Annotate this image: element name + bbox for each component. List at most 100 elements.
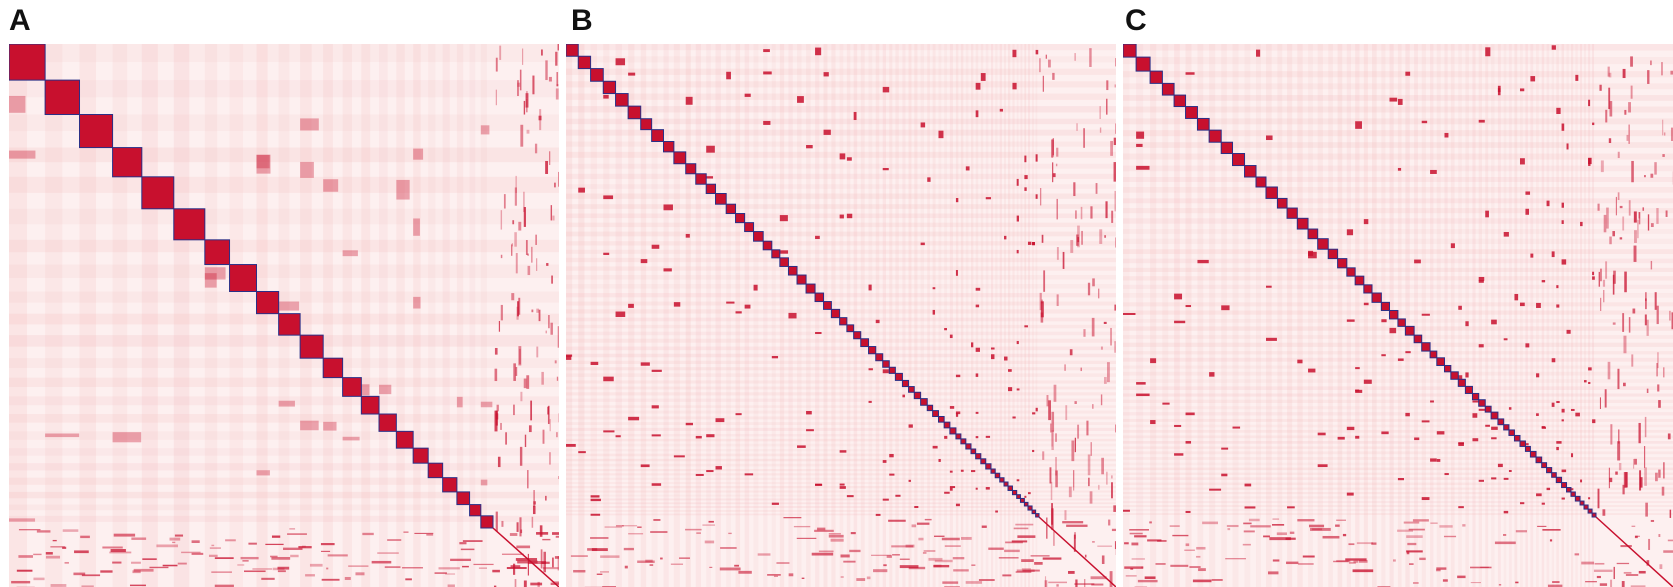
contact-spot: [1308, 368, 1316, 373]
contact-spot: [868, 284, 872, 291]
chromosome-block: [1265, 186, 1278, 199]
contact-spot: [980, 73, 986, 81]
contact-spot: [1032, 449, 1035, 453]
contact-spot: [628, 416, 640, 421]
contact-spot: [1436, 458, 1441, 462]
chromosome-block: [1450, 371, 1459, 380]
contact-spot: [1221, 473, 1228, 477]
contact-spot: [990, 347, 995, 350]
chromosome-block: [412, 447, 429, 464]
chromosome-block: [1244, 165, 1257, 178]
contact-spot: [1012, 416, 1016, 419]
contact-spot: [955, 412, 959, 417]
chromosome-block: [1031, 509, 1037, 515]
chromosome-block: [1011, 489, 1018, 496]
contact-spot: [1561, 220, 1564, 224]
contact-spot: [1556, 304, 1560, 308]
contact-spot: [603, 252, 610, 255]
contact-spot: [603, 376, 614, 382]
contact-spot: [1541, 426, 1546, 429]
contact-spot: [975, 287, 981, 291]
contact-spot: [806, 145, 813, 149]
contact-spot: [590, 361, 599, 366]
contact-spot: [256, 154, 271, 174]
contact-spot: [603, 195, 614, 200]
contact-spot: [9, 95, 26, 113]
chromosome-block: [744, 222, 755, 233]
contact-spot: [640, 259, 648, 264]
contact-spot: [1556, 285, 1559, 289]
contact-spot: [1016, 388, 1020, 391]
chromosome-block: [932, 410, 939, 417]
chromosome-block: [814, 292, 825, 303]
contact-spot: [1150, 420, 1156, 425]
contact-spot: [753, 284, 758, 291]
chromosome-block: [1307, 228, 1319, 240]
contact-spot: [578, 451, 586, 454]
contact-spot: [1551, 45, 1556, 50]
contact-spot: [628, 303, 634, 308]
contact-spot: [1012, 49, 1017, 58]
contact-spot: [1397, 167, 1402, 171]
contact-spot: [1472, 413, 1478, 418]
contact-spot: [1027, 492, 1031, 495]
chromosome-block: [1443, 364, 1452, 373]
chromosome-block: [1019, 497, 1025, 503]
contact-spot: [1491, 437, 1497, 440]
contact-spot: [1355, 367, 1360, 370]
heatmap-svg: [9, 44, 559, 587]
contact-spot: [1265, 337, 1277, 341]
contact-spot: [9, 518, 36, 522]
contact-spot: [1221, 305, 1230, 311]
chromosome-block: [771, 249, 781, 259]
contact-spot: [603, 430, 615, 433]
contact-spot: [932, 445, 938, 449]
contact-spot: [1244, 506, 1256, 509]
contact-spot: [995, 510, 998, 513]
contact-spot: [882, 369, 889, 374]
chromosome-block: [640, 118, 653, 131]
contact-spot: [1016, 178, 1019, 186]
chromosome-block: [1566, 487, 1572, 493]
contact-spot: [815, 331, 822, 334]
contact-spot: [1016, 215, 1019, 222]
contact-spot: [1363, 302, 1369, 306]
chromosome-block: [1551, 472, 1557, 478]
chromosome-block: [1484, 405, 1492, 413]
contact-spot: [1575, 74, 1579, 81]
contact-spot: [975, 487, 978, 490]
contact-spot: [1458, 442, 1464, 446]
chromosome-block: [1591, 512, 1597, 518]
contact-spot: [1162, 402, 1170, 405]
chromosome-block: [949, 427, 957, 435]
contact-spot: [1588, 381, 1591, 384]
contact-spot: [480, 125, 490, 135]
chromosome-block: [805, 283, 816, 294]
contact-spot: [1317, 432, 1326, 436]
contact-spot: [1209, 488, 1222, 491]
contact-spot: [889, 473, 895, 476]
contact-spot: [590, 495, 600, 498]
contact-spot: [726, 301, 735, 304]
contact-spot: [1525, 191, 1531, 195]
contact-spot: [1588, 158, 1591, 166]
contact-spot: [1508, 407, 1512, 410]
contact-spot: [456, 396, 463, 408]
chromosome-block: [1436, 357, 1445, 366]
contact-spot: [771, 502, 779, 505]
contact-spot: [1308, 251, 1317, 259]
contact-spot: [651, 369, 662, 372]
contact-spot: [673, 302, 681, 307]
contact-spot: [361, 384, 370, 396]
contact-spot: [1004, 235, 1007, 240]
contact-spot: [1363, 219, 1369, 225]
diagonal-tail: [492, 527, 559, 587]
contact-spot: [975, 411, 979, 414]
chromosome-block: [1513, 434, 1521, 442]
contact-spot: [300, 161, 314, 178]
contact-spot: [566, 355, 572, 360]
contact-spot: [985, 435, 991, 438]
contact-spot: [651, 405, 659, 409]
contact-spot: [797, 445, 806, 448]
contact-spot: [1525, 208, 1530, 215]
